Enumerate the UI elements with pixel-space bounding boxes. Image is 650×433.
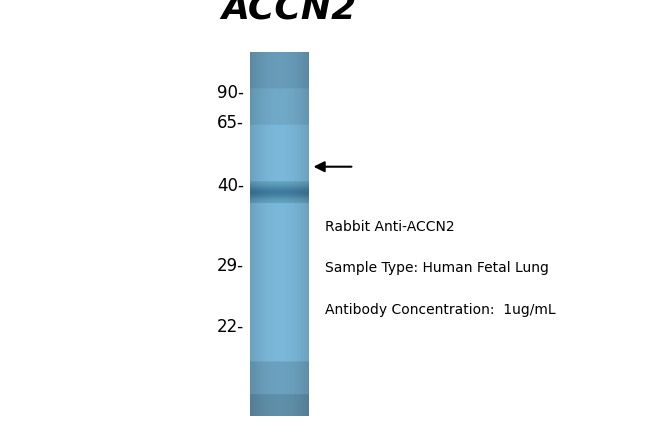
Text: 29-: 29- [216, 257, 244, 275]
Text: 90-: 90- [217, 84, 244, 102]
Text: Sample Type: Human Fetal Lung: Sample Type: Human Fetal Lung [325, 262, 549, 275]
Text: 65-: 65- [217, 114, 244, 132]
Text: 40-: 40- [217, 177, 244, 195]
Text: Rabbit Anti-ACCN2: Rabbit Anti-ACCN2 [325, 220, 454, 234]
Text: Antibody Concentration:  1ug/mL: Antibody Concentration: 1ug/mL [325, 303, 556, 317]
Text: ACCN2: ACCN2 [222, 0, 357, 26]
Text: 22-: 22- [216, 318, 244, 336]
